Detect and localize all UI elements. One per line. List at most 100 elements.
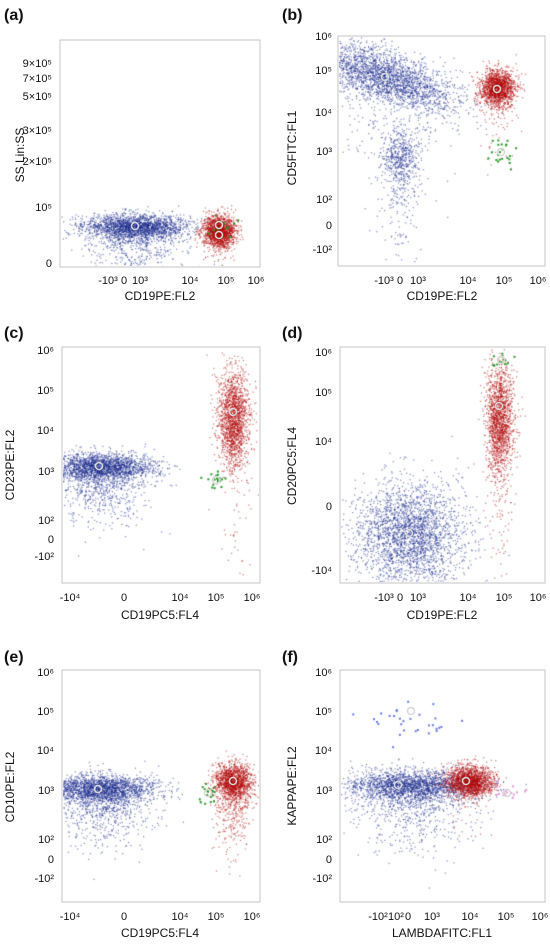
x-tick-label: 10⁴ — [182, 275, 199, 287]
y-tick-label: 10⁵ — [315, 706, 332, 718]
y-tick-label: -10⁴ — [311, 565, 332, 577]
y-tick-label: 10⁴ — [315, 107, 332, 119]
scatter-canvas-b — [339, 37, 544, 265]
x-tick-label: 0 — [397, 592, 403, 604]
x-tick-label: -10³ — [374, 275, 394, 287]
x-tick-label: 10³ — [410, 275, 426, 287]
plot-frame — [339, 346, 546, 584]
y-tick-label: 0 — [326, 501, 332, 513]
plot-frame — [61, 346, 261, 584]
y-tick-label: 10⁵ — [315, 387, 332, 399]
x-tick-label: 10⁴ — [172, 911, 189, 923]
population-centroid-marker — [203, 788, 213, 798]
y-tick-label: 10⁴ — [37, 425, 54, 437]
y-tick-label: 10⁶ — [315, 31, 332, 43]
y-tick-label: 7×10⁵ — [23, 73, 52, 85]
scatter-canvas-e — [63, 671, 259, 901]
x-tick-label: 0 — [121, 592, 127, 604]
y-tick-label: 10² — [316, 194, 332, 206]
population-centroid-marker — [380, 72, 390, 82]
y-axis-label: CD23PE:FL2 — [3, 429, 17, 500]
x-tick-label: -10⁴ — [60, 592, 81, 604]
x-tick-label: -10⁴ — [60, 911, 81, 923]
y-tick-label: -10² — [34, 551, 54, 563]
x-tick-label: 10⁴ — [460, 275, 477, 287]
plot-frame — [61, 669, 261, 903]
scatter-canvas-c — [63, 348, 259, 582]
y-tick-label: 10⁶ — [37, 345, 54, 357]
y-tick-label: -10² — [34, 873, 54, 885]
x-tick-label: 10⁶ — [248, 275, 265, 287]
population-centroid-marker — [130, 221, 140, 231]
x-tick-label: 10⁵ — [208, 592, 225, 604]
population-centroid-marker — [94, 461, 104, 471]
y-tick-label: 10² — [38, 515, 54, 527]
y-tick-label: 0 — [46, 258, 52, 270]
y-tick-label: 10⁴ — [37, 745, 54, 757]
x-axis-label: CD19PE:FL2 — [407, 289, 478, 303]
x-tick-label: 0 — [121, 275, 127, 287]
x-axis-label: CD19PE:FL2 — [407, 608, 478, 622]
y-tick-label: 10⁵ — [37, 385, 54, 397]
panel-label: (d) — [282, 325, 302, 342]
x-tick-label: 10⁴ — [172, 592, 189, 604]
panel-label: (c) — [4, 325, 24, 342]
population-centroid-marker — [393, 780, 403, 790]
x-tick-label: 10³ — [132, 275, 148, 287]
x-tick-label: 10⁵ — [496, 592, 513, 604]
y-tick-label: 3×10⁵ — [23, 125, 52, 137]
population-centroid-marker — [211, 475, 221, 485]
x-axis-label: LAMBDAFITC:FL1 — [392, 926, 492, 940]
x-axis-label: CD19PC5:FL4 — [121, 926, 199, 940]
x-tick-label: 10⁵ — [496, 275, 513, 287]
y-tick-label: 0 — [326, 854, 332, 866]
y-tick-label: 10⁶ — [315, 347, 332, 359]
panel-a: (a) 9×10⁵ 7×10⁵ 5×10⁵ 3×10⁵ 2×10⁵ 10⁵ 0 … — [4, 7, 264, 303]
y-tick-label: 10³ — [316, 785, 332, 797]
y-tick-label: 10⁵ — [37, 706, 54, 718]
x-tick-label: 10⁶ — [244, 592, 261, 604]
panel-label: (e) — [4, 649, 24, 666]
y-tick-label: 5×10⁵ — [23, 91, 52, 103]
population-centroid-marker — [228, 407, 238, 417]
x-tick-label: -10³ — [98, 275, 118, 287]
population-centroid-marker — [404, 528, 414, 538]
population-centroid-marker — [496, 147, 506, 157]
panel-b: (b) 10⁶ 10⁵ 10⁴ 10³ 10² 0 -10² -10³ 0 10… — [282, 7, 546, 303]
scatter-canvas-d — [341, 348, 544, 582]
scatter-canvas-f — [341, 671, 544, 901]
panel-label: (a) — [4, 7, 24, 24]
y-tick-label: 10² — [316, 834, 332, 846]
y-tick-label: 10⁴ — [315, 436, 332, 448]
population-centroid-marker — [492, 84, 502, 94]
population-centroid-marker — [93, 784, 103, 794]
y-tick-label: 10⁵ — [315, 65, 332, 77]
x-tick-label: 0 — [397, 275, 403, 287]
y-tick-label: 10⁶ — [37, 667, 54, 679]
x-tick-label: 10⁶ — [530, 592, 547, 604]
x-tick-label: 10⁵ — [208, 911, 225, 923]
y-axis-label: CD5FITC:FL1 — [285, 110, 299, 185]
y-tick-label: 10⁶ — [315, 667, 332, 679]
x-tick-label: 10⁶ — [244, 911, 261, 923]
panel-e: (e) 10⁶ 10⁵ 10⁴ 10³ 10² 0 -10² -10⁴ 0 10… — [3, 649, 261, 940]
y-tick-label: -10² — [312, 873, 332, 885]
plot-frame — [339, 669, 546, 903]
x-tick-label: 10⁴ — [462, 911, 479, 923]
y-axis-label: SS Lin:SS — [13, 128, 27, 183]
x-axis-label: CD19PC5:FL4 — [121, 608, 199, 622]
y-tick-label: 2×10⁵ — [23, 156, 52, 168]
x-tick-label: 10⁶ — [530, 275, 547, 287]
x-tick-label: -10³ — [374, 592, 394, 604]
panel-c: (c) 10⁶ 10⁵ 10⁴ 10³ 10² 0 -10² -10⁴ 0 10… — [3, 325, 261, 622]
x-tick-label: 10² — [388, 911, 404, 923]
y-tick-label: 10⁴ — [315, 745, 332, 757]
population-centroid-marker — [214, 230, 224, 240]
y-axis-label: CD10PE:FL2 — [3, 751, 17, 822]
panel-label: (b) — [282, 7, 302, 24]
x-tick-label: 10⁵ — [498, 911, 515, 923]
population-centroid-marker — [406, 706, 416, 716]
y-axis-label: CD20PC5:FL4 — [285, 427, 299, 505]
y-tick-label: -10² — [312, 244, 332, 256]
